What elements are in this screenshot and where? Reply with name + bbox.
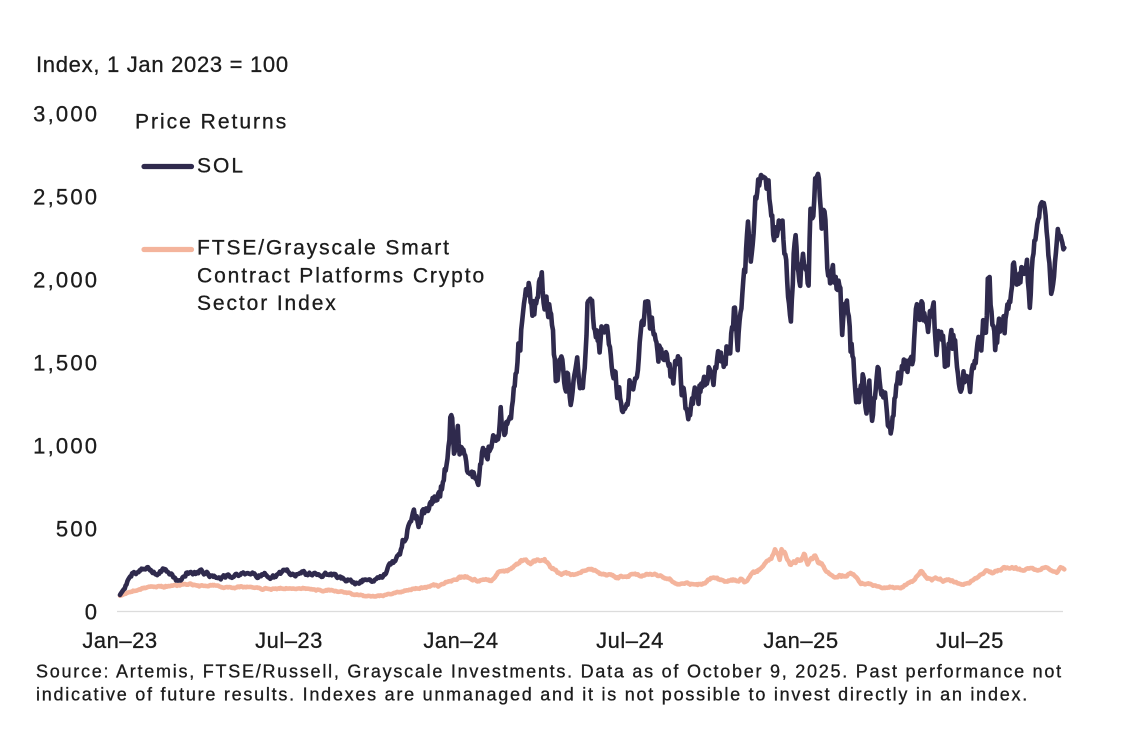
svg-text:Contract Platforms Crypto: Contract Platforms Crypto xyxy=(197,264,486,287)
svg-text:3,000: 3,000 xyxy=(33,102,99,127)
svg-text:Sector Index: Sector Index xyxy=(197,292,338,315)
svg-text:Jan–25: Jan–25 xyxy=(763,628,838,653)
svg-text:Price Returns: Price Returns xyxy=(135,111,288,134)
svg-text:Source: Artemis, FTSE/Russell,: Source: Artemis, FTSE/Russell, Grayscale… xyxy=(36,662,1063,682)
svg-text:FTSE/Grayscale Smart: FTSE/Grayscale Smart xyxy=(197,237,451,260)
svg-text:2,000: 2,000 xyxy=(33,268,99,293)
svg-text:0: 0 xyxy=(85,600,99,625)
svg-text:indicative of future results.: indicative of future results. Indexes ar… xyxy=(36,685,1029,705)
svg-text:1,000: 1,000 xyxy=(33,434,99,459)
svg-text:Jul–24: Jul–24 xyxy=(596,628,664,653)
svg-text:Jan–23: Jan–23 xyxy=(82,628,157,653)
svg-text:Jul–25: Jul–25 xyxy=(936,628,1004,653)
svg-text:SOL: SOL xyxy=(197,155,245,178)
svg-text:Index, 1 Jan 2023 = 100: Index, 1 Jan 2023 = 100 xyxy=(36,52,289,77)
svg-text:Jul–23: Jul–23 xyxy=(255,628,323,653)
svg-text:500: 500 xyxy=(56,517,99,542)
svg-text:1,500: 1,500 xyxy=(33,351,99,376)
svg-text:2,500: 2,500 xyxy=(33,185,99,210)
svg-text:Jan–24: Jan–24 xyxy=(423,628,498,653)
